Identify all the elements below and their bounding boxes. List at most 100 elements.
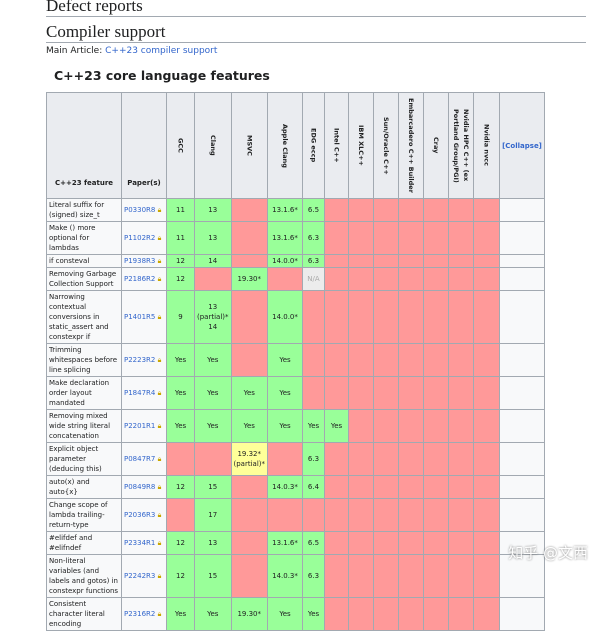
support-cell	[324, 221, 349, 255]
support-cell	[324, 554, 349, 598]
paper-cell: P2242R3 🔒︎	[121, 554, 167, 598]
table-row: Explicit object parameter (deducing this…	[46, 442, 545, 476]
support-cell	[373, 409, 399, 443]
support-cell	[448, 498, 474, 532]
support-cell: 15	[194, 554, 232, 598]
support-cell: 6.3	[302, 254, 325, 268]
support-cell	[324, 254, 349, 268]
support-cell	[267, 498, 303, 532]
support-cell	[448, 597, 474, 631]
paper-cell: P2186R2 🔒︎	[121, 267, 167, 291]
paper-link[interactable]: P2036R3	[124, 511, 156, 519]
paper-link[interactable]: P0847R7	[124, 455, 156, 463]
feature-name: Removing mixed wide string literal conca…	[46, 409, 122, 443]
col-compiler: EDG eccp	[302, 92, 325, 199]
support-cell	[373, 554, 399, 598]
feature-name: if consteval	[46, 254, 122, 268]
support-cell: 6.3	[302, 221, 325, 255]
collapse-link[interactable]: [Collapse]	[502, 141, 542, 150]
main-article-link[interactable]: C++23 compiler support	[105, 46, 218, 56]
support-cell: Yes	[267, 376, 303, 410]
lock-icon: 🔒︎	[157, 610, 162, 618]
feature-name: Make () more optional for lambdas	[46, 221, 122, 255]
support-cell: 6.5	[302, 198, 325, 222]
support-cell: 17	[194, 498, 232, 532]
lock-icon: 🔒︎	[157, 356, 162, 364]
paper-link[interactable]: P2201R1	[124, 422, 156, 430]
table-row: Literal suffix for (signed) size_t P0330R…	[46, 198, 545, 222]
paper-link[interactable]: P1102R2	[124, 234, 156, 242]
support-cell: Yes	[230, 376, 268, 410]
support-cell	[423, 376, 449, 410]
paper-link[interactable]: P1847R4	[124, 389, 156, 397]
support-cell: 13	[194, 198, 232, 222]
support-cell: 19.32* (partial)*	[230, 442, 268, 476]
col-collapse: [Collapse]	[499, 92, 545, 199]
support-cell	[348, 554, 374, 598]
empty-cell	[499, 198, 545, 222]
support-cell: 12	[166, 475, 195, 499]
col-paper: Paper(s)	[121, 92, 167, 199]
table-row: Narrowing contextual conversions in stat…	[46, 290, 545, 344]
empty-cell	[499, 498, 545, 532]
support-cell	[398, 343, 424, 377]
support-cell	[324, 290, 349, 344]
lock-icon: 🔒︎	[157, 572, 162, 580]
empty-cell	[499, 376, 545, 410]
paper-link[interactable]: P1938R3	[124, 257, 156, 265]
support-cell	[348, 343, 374, 377]
support-cell: Yes	[194, 597, 232, 631]
support-cell	[398, 290, 424, 344]
support-cell: Yes	[302, 597, 325, 631]
support-cell	[398, 475, 424, 499]
feature-name: auto(x) and auto{x}	[46, 475, 122, 499]
support-cell: Yes	[194, 409, 232, 443]
col-compiler: Embarcadero C++ Builder	[398, 92, 424, 199]
feature-name: Trimming whitespaces before line splicin…	[46, 343, 122, 377]
support-cell	[230, 554, 268, 598]
paper-link[interactable]: P2316R2	[124, 610, 156, 618]
empty-cell	[499, 221, 545, 255]
support-cell	[448, 343, 474, 377]
lock-icon: 🔒︎	[157, 511, 162, 519]
lock-icon: 🔒︎	[157, 539, 162, 547]
paper-link[interactable]: P2186R2	[124, 275, 156, 283]
paper-link[interactable]: P0849R8	[124, 483, 156, 491]
paper-cell: P2316R2 🔒︎	[121, 597, 167, 631]
support-cell	[473, 597, 500, 631]
support-cell	[423, 498, 449, 532]
features-table: C++23 feature Paper(s) GCC Clang MSVC Apple…	[46, 92, 545, 631]
support-cell: 6.4	[302, 475, 325, 499]
support-cell	[230, 198, 268, 222]
support-cell	[473, 267, 500, 291]
paper-link[interactable]: P1401R5	[124, 313, 156, 321]
paper-cell: P1401R5 🔒︎	[121, 290, 167, 344]
table-row: Trimming whitespaces before line splicin…	[46, 343, 545, 377]
support-cell	[473, 442, 500, 476]
paper-link[interactable]: P2242R3	[124, 572, 156, 580]
support-cell	[302, 290, 325, 344]
paper-link[interactable]: P2223R2	[124, 356, 156, 364]
support-cell	[166, 498, 195, 532]
paper-cell: P2036R3 🔒︎	[121, 498, 167, 532]
table-row: Removing mixed wide string literal conca…	[46, 409, 545, 443]
support-cell: 19.30*	[230, 597, 268, 631]
support-cell	[348, 531, 374, 555]
paper-link[interactable]: P2334R1	[124, 539, 156, 547]
support-cell: 13	[194, 531, 232, 555]
table-row: Consistent character literal encoding P23…	[46, 597, 545, 631]
support-cell	[324, 597, 349, 631]
support-cell: Yes	[267, 409, 303, 443]
support-cell: 19.30*	[230, 267, 268, 291]
paper-cell: P0847R7 🔒︎	[121, 442, 167, 476]
paper-cell: P2334R1 🔒︎	[121, 531, 167, 555]
support-cell: 6.5	[302, 531, 325, 555]
support-cell: Yes	[324, 409, 349, 443]
support-cell	[373, 221, 399, 255]
support-cell: Yes	[166, 376, 195, 410]
lock-icon: 🔒︎	[157, 313, 162, 321]
support-cell	[302, 498, 325, 532]
support-cell	[230, 254, 268, 268]
support-cell	[348, 498, 374, 532]
paper-link[interactable]: P0330R8	[124, 206, 156, 214]
